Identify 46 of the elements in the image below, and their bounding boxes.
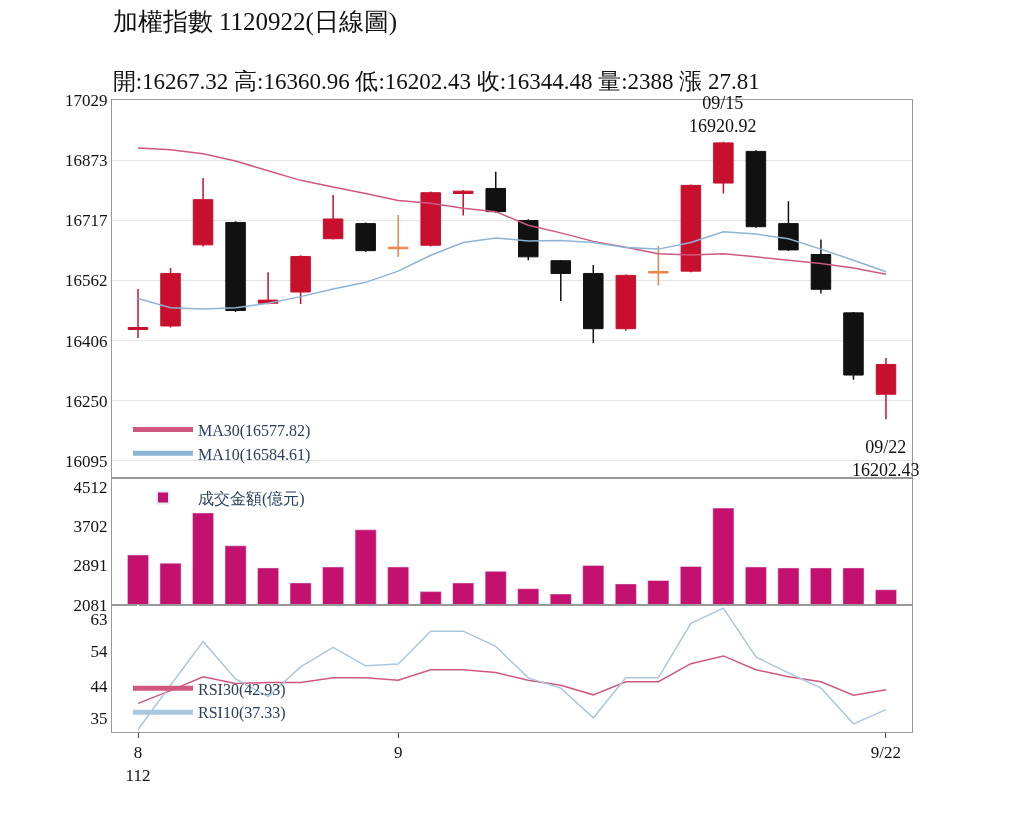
y-tick-label: 3702 xyxy=(73,517,108,537)
y-tick-label: 2891 xyxy=(73,556,108,576)
y-tick-label: 54 xyxy=(90,641,109,661)
candlestick xyxy=(420,190,441,248)
x-tick-label: 8 112 xyxy=(125,743,151,785)
y-tick-label: 17029 xyxy=(65,90,108,110)
candlestick xyxy=(322,194,344,241)
annotation: 09/15 16920.92 xyxy=(689,93,757,137)
legend-label: 成交金額(億元) xyxy=(198,489,305,508)
x-tick-label: 9/22 xyxy=(870,743,902,763)
y-tick-label: 16250 xyxy=(65,391,108,411)
chart-title: 加權指數 1120922(日線圖) xyxy=(112,7,398,36)
candlestick xyxy=(680,183,702,274)
y-tick-label: 44 xyxy=(90,676,109,696)
annotation: 09/22 16202.43 xyxy=(852,437,920,481)
candlestick xyxy=(127,288,149,339)
line-series xyxy=(137,147,887,276)
candlestick xyxy=(225,220,246,313)
y-tick-label: 35 xyxy=(90,708,108,728)
y-tick-label: 16873 xyxy=(65,151,108,171)
y-tick-label: 2081 xyxy=(73,595,108,615)
candlestick xyxy=(583,264,604,344)
candlestick xyxy=(485,171,506,214)
legend-label: RSI10(37.33) xyxy=(198,704,286,723)
y-tick-label: 16406 xyxy=(65,331,108,351)
candlestick xyxy=(648,245,669,287)
line-series xyxy=(137,655,887,705)
candlestick xyxy=(713,141,734,195)
legend-label: MA30(16577.82) xyxy=(198,421,311,440)
y-tick-label: 16717 xyxy=(65,211,109,231)
chart-subtitle: 開:16267.32 高:16360.96 低:16202.43 收:16344.48 量:2388 漲 27.81 xyxy=(112,68,760,94)
candlestick xyxy=(290,254,311,305)
line-series xyxy=(137,230,887,310)
y-tick-label: 4512 xyxy=(73,478,108,498)
x-tick-label: 9 xyxy=(393,743,403,763)
candlestick xyxy=(778,200,799,252)
candlestick xyxy=(615,273,637,332)
y-tick-label: 16095 xyxy=(65,451,108,471)
candlestick xyxy=(355,221,376,253)
candlestick xyxy=(550,259,572,302)
y-tick-label: 16562 xyxy=(65,271,108,291)
candlestick xyxy=(160,267,181,329)
candlestick xyxy=(843,311,864,381)
line-series xyxy=(137,607,887,731)
legend-label: RSI30(42.93) xyxy=(198,680,286,699)
legend-label: MA10(16584.61) xyxy=(198,445,311,464)
